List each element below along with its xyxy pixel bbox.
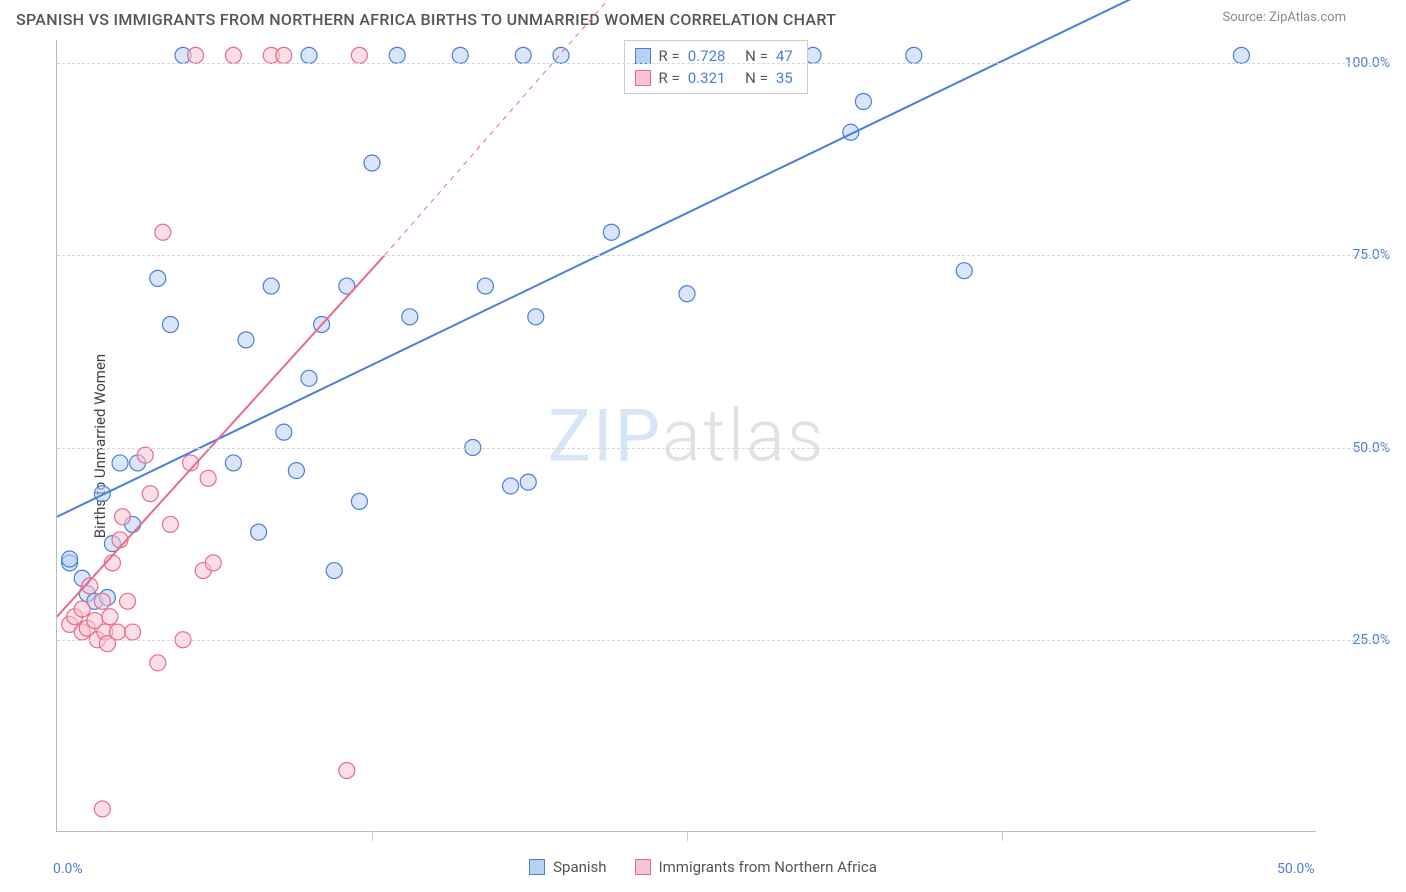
data-point-spanish [906, 47, 922, 63]
data-point-spanish [276, 424, 292, 440]
gridline [57, 448, 1390, 449]
data-point-spanish [263, 278, 279, 294]
data-point-spanish [150, 270, 166, 286]
data-point-spanish [515, 47, 531, 63]
data-point-northern_africa [339, 762, 355, 778]
data-point-northern_africa [225, 47, 241, 63]
x-divider [372, 831, 373, 841]
data-point-northern_africa [102, 609, 118, 625]
data-point-spanish [301, 47, 317, 63]
data-point-northern_africa [162, 516, 178, 532]
data-point-northern_africa [120, 593, 136, 609]
data-point-northern_africa [109, 624, 125, 640]
swatch-spanish-icon [635, 48, 651, 64]
n-label: N = [745, 67, 768, 89]
data-point-northern_africa [205, 555, 221, 571]
correlation-stats-box: R = 0.728 N = 47 R = 0.321 N = 35 [624, 40, 808, 94]
data-point-northern_africa [137, 447, 153, 463]
data-point-spanish [62, 551, 78, 567]
data-point-spanish [603, 224, 619, 240]
bottom-legend: Spanish Immigrants from Northern Africa [0, 858, 1406, 876]
data-point-northern_africa [150, 655, 166, 671]
data-point-spanish [503, 478, 519, 494]
data-point-spanish [477, 278, 493, 294]
data-point-spanish [679, 286, 695, 302]
trend-line-extension-northern_africa [385, 0, 687, 255]
data-point-northern_africa [155, 224, 171, 240]
data-point-spanish [528, 309, 544, 325]
legend-swatch-africa-icon [635, 859, 651, 875]
data-point-spanish [855, 94, 871, 110]
data-point-spanish [1233, 47, 1249, 63]
data-point-northern_africa [200, 470, 216, 486]
data-point-spanish [956, 263, 972, 279]
data-point-spanish [94, 486, 110, 502]
chart-header: SPANISH VS IMMIGRANTS FROM NORTHERN AFRI… [0, 0, 1406, 33]
data-point-northern_africa [142, 486, 158, 502]
data-point-spanish [364, 155, 380, 171]
data-point-spanish [225, 455, 241, 471]
data-point-spanish [389, 47, 405, 63]
legend-label-africa: Immigrants from Northern Africa [659, 858, 877, 876]
data-point-spanish [112, 455, 128, 471]
gridline [57, 640, 1390, 641]
data-point-spanish [326, 563, 342, 579]
data-point-northern_africa [125, 624, 141, 640]
data-point-spanish [520, 474, 536, 490]
x-divider [687, 831, 688, 841]
data-point-northern_africa [276, 47, 292, 63]
n-value-africa: 35 [776, 67, 793, 89]
swatch-africa-icon [635, 70, 651, 86]
data-point-northern_africa [351, 47, 367, 63]
chart-title: SPANISH VS IMMIGRANTS FROM NORTHERN AFRI… [16, 10, 836, 29]
data-point-spanish [251, 524, 267, 540]
legend-label-spanish: Spanish [553, 858, 606, 876]
stats-row-africa: R = 0.321 N = 35 [635, 67, 793, 89]
data-point-northern_africa [94, 593, 110, 609]
data-point-spanish [301, 370, 317, 386]
scatter-svg [57, 40, 1316, 831]
data-point-northern_africa [188, 47, 204, 63]
x-divider [1002, 831, 1003, 841]
data-point-spanish [402, 309, 418, 325]
r-value-africa: 0.321 [688, 67, 726, 89]
data-point-spanish [553, 47, 569, 63]
r-label: R = [659, 67, 680, 89]
legend-item-spanish: Spanish [529, 858, 606, 876]
data-point-spanish [452, 47, 468, 63]
chart-source: Source: ZipAtlas.com [1222, 10, 1346, 25]
data-point-northern_africa [94, 801, 110, 817]
gridline [57, 63, 1390, 64]
legend-swatch-spanish-icon [529, 859, 545, 875]
data-point-spanish [238, 332, 254, 348]
data-point-spanish [288, 463, 304, 479]
chart-plot-area: ZIPatlas R = 0.728 N = 47 R = 0.321 N = … [56, 40, 1316, 832]
data-point-northern_africa [115, 509, 131, 525]
data-point-spanish [162, 317, 178, 333]
data-point-spanish [351, 493, 367, 509]
data-point-northern_africa [74, 601, 90, 617]
legend-item-africa: Immigrants from Northern Africa [635, 858, 877, 876]
gridline [57, 255, 1390, 256]
